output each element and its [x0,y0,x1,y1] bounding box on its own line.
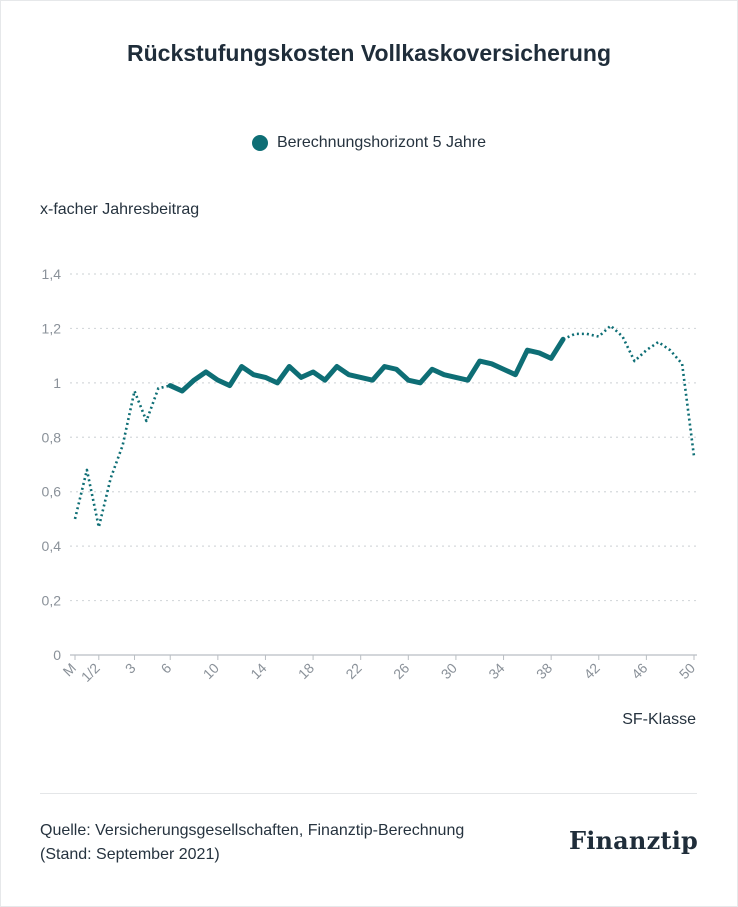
chart-legend: Berechnungshorizont 5 Jahre [0,134,738,152]
x-tick-label: 1/2 [78,660,103,685]
x-tick-label: 22 [342,660,364,682]
x-tick-label: 14 [247,660,269,682]
source-line-1: Quelle: Versicherungsgesellschaften, Fin… [40,822,465,839]
source-line-2: (Stand: September 2021) [40,846,220,863]
finanztip-logo: Finanztip [568,826,698,855]
y-tick-label: 1 [53,375,61,391]
y-tick-label: 1,4 [42,266,62,282]
x-tick-label: 34 [485,660,507,682]
legend-label: Berechnungshorizont 5 Jahre [276,134,487,151]
footer-divider [40,793,697,794]
x-tick-label: 38 [533,660,555,682]
x-tick-label: 50 [676,660,698,682]
x-tick-label: 18 [295,660,317,682]
series-line-dotted-start [73,384,171,529]
x-tick-label: 10 [200,660,222,682]
y-tick-label: 0 [53,647,61,663]
legend-marker [251,135,268,151]
y-axis-label: x-facher Jahresbeitrag [40,201,200,218]
y-tick-label: 0,6 [42,484,62,500]
y-tick-label: 0,2 [42,593,62,609]
y-tick-label: 1,2 [42,320,62,336]
x-tick-label: M [60,660,80,680]
x-axis-label: SF-Klasse [622,711,696,728]
x-tick-label: 3 [122,660,139,677]
x-tick-label: 42 [581,660,603,682]
y-tick-label: 0,4 [42,538,62,554]
x-tick-label: 6 [158,660,175,677]
source-note: Quelle: Versicherungsgesellschaften, Fin… [40,819,464,867]
x-tick-label: 26 [390,660,412,682]
y-tick-label: 0,8 [42,429,62,445]
series-line-solid [167,336,566,394]
x-tick-label: 30 [438,660,460,682]
chart-title: Rückstufungskosten Vollkaskoversicherung [127,40,611,66]
x-tick-label: 46 [628,660,650,682]
